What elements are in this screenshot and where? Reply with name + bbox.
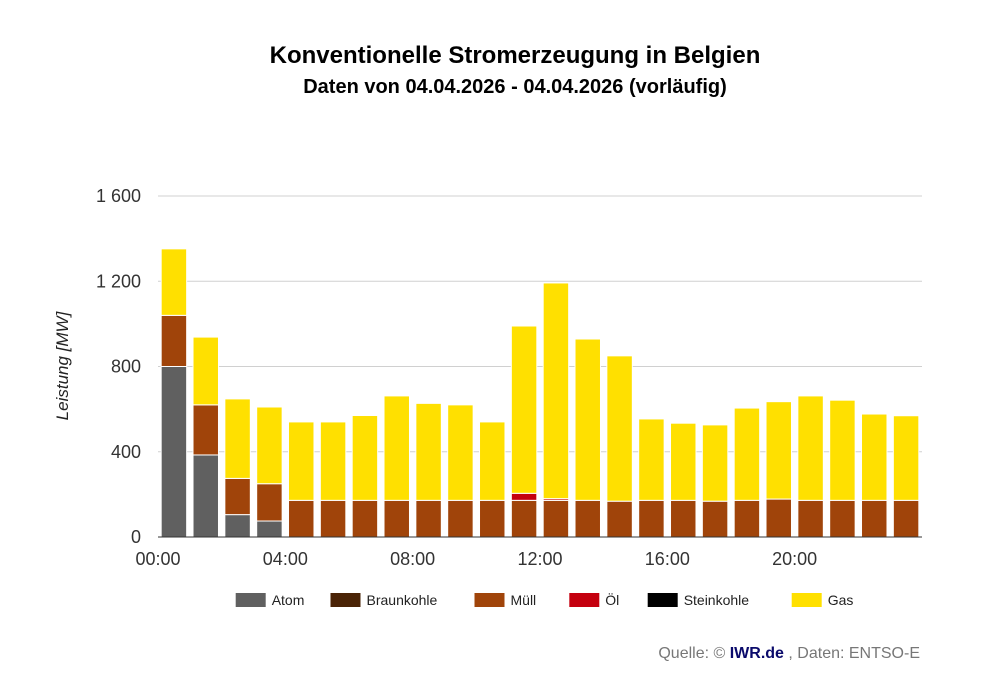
y-axis-label: Leistung [MW]	[53, 310, 72, 420]
legend-label-müll[interactable]: Müll	[511, 592, 537, 608]
bar-segment-müll	[288, 499, 315, 538]
bar-segment-müll	[574, 499, 601, 538]
bar-segment-müll	[160, 314, 188, 368]
y-tick-label: 1 200	[96, 271, 141, 291]
bar-segment-müll	[606, 500, 633, 538]
y-tick-labels: 0 400 800 1 200 1 600	[96, 186, 141, 547]
bar-segment-müll	[638, 499, 665, 538]
bar-segment-gas	[383, 395, 410, 501]
legend: Atom Braunkohle Müll Öl Steinkohle Gas	[235, 591, 854, 608]
x-tick-label: 04:00	[263, 549, 308, 569]
bar-segment-gas	[510, 325, 538, 494]
bar-segment-gas	[670, 422, 697, 501]
legend-swatch-steinkohle	[647, 593, 678, 607]
bar-segment-müll	[733, 499, 761, 538]
bar-segment-atom	[224, 514, 251, 538]
bar-segment-müll	[192, 404, 219, 456]
bar-segment-müll	[892, 499, 920, 538]
bar-segment-gas	[415, 402, 442, 501]
y-tick-label: 800	[111, 357, 141, 377]
legend-label-öl[interactable]: Öl	[605, 591, 619, 608]
bar-segment-müll	[447, 499, 474, 538]
bar-segment-gas	[797, 395, 824, 501]
bar-segment-gas	[319, 421, 347, 501]
y-tick-label: 1 600	[96, 186, 141, 206]
x-tick-labels: 00:00 04:00 08:00 12:00 16:00 20:00	[135, 549, 817, 569]
bar-segment-müll	[383, 499, 410, 538]
bar-segment-müll	[351, 499, 379, 538]
legend-swatch-gas	[791, 593, 822, 607]
bar-segment-gas	[701, 424, 729, 502]
legend-label-atom[interactable]: Atom	[272, 592, 305, 608]
legend-label-steinkohle[interactable]: Steinkohle	[684, 592, 750, 608]
bar-segment-gas	[192, 336, 219, 406]
bar-segment-müll	[319, 499, 347, 538]
bar-segment-müll	[224, 477, 251, 516]
bar-segment-atom	[160, 366, 188, 538]
x-tick-label: 12:00	[517, 549, 562, 569]
bar-segment-gas	[351, 415, 379, 501]
bar-segment-gas	[892, 415, 920, 501]
bar-segment-gas	[542, 282, 570, 500]
bar-segment-gas	[288, 421, 315, 501]
bar-segment-gas	[733, 407, 761, 501]
y-tick-label: 0	[131, 527, 141, 547]
bar-segment-gas	[765, 401, 792, 500]
bar-segment-müll	[765, 498, 792, 538]
bar-segment-müll	[670, 499, 697, 538]
x-tick-label: 08:00	[390, 549, 435, 569]
bar-segment-gas	[447, 404, 474, 501]
legend-label-gas[interactable]: Gas	[828, 592, 854, 608]
bar-segment-müll	[542, 499, 570, 538]
bar-segment-gas	[160, 248, 188, 316]
bar-segment-müll	[701, 500, 729, 538]
bar-segment-öl	[510, 492, 538, 501]
legend-swatch-müll	[474, 593, 505, 607]
x-tick-label: 16:00	[645, 549, 690, 569]
bar-segment-gas	[861, 413, 888, 501]
bar-segment-müll	[479, 499, 506, 538]
y-tick-label: 400	[111, 442, 141, 462]
source-suffix: , Daten: ENTSO-E	[788, 645, 920, 662]
legend-swatch-braunkohle	[330, 593, 361, 607]
bar-segment-müll	[829, 499, 856, 538]
source-prefix: Quelle: ©	[658, 645, 726, 662]
bar-segment-müll	[797, 499, 824, 538]
source-attribution: Quelle: © IWR.de , Daten: ENTSO-E	[658, 645, 920, 663]
bars	[160, 248, 920, 538]
bar-segment-gas	[256, 406, 283, 485]
bar-segment-müll	[415, 499, 442, 538]
chart-title: Konventionelle Stromerzeugung in Belgien	[269, 42, 761, 69]
bar-segment-müll	[861, 499, 888, 538]
bar-segment-atom	[256, 520, 283, 538]
legend-swatch-atom	[235, 593, 266, 607]
bar-segment-gas	[479, 421, 506, 501]
x-tick-label: 00:00	[135, 549, 180, 569]
bar-segment-gas	[829, 399, 856, 501]
legend-label-braunkohle[interactable]: Braunkohle	[367, 592, 438, 608]
bar-segment-gas	[224, 398, 251, 479]
bar-segment-müll	[510, 499, 538, 538]
x-tick-label: 20:00	[772, 549, 817, 569]
bar-segment-gas	[606, 355, 633, 502]
source-brand-link[interactable]: IWR.de	[729, 645, 784, 662]
bar-segment-gas	[574, 338, 601, 501]
bar-segment-atom	[192, 454, 219, 538]
chart-subtitle: Daten von 04.04.2026 - 04.04.2026 (vorlä…	[303, 76, 727, 98]
bar-segment-gas	[638, 418, 665, 501]
bar-segment-müll	[256, 483, 283, 522]
legend-swatch-öl	[569, 593, 600, 607]
grid-lines	[158, 195, 922, 453]
